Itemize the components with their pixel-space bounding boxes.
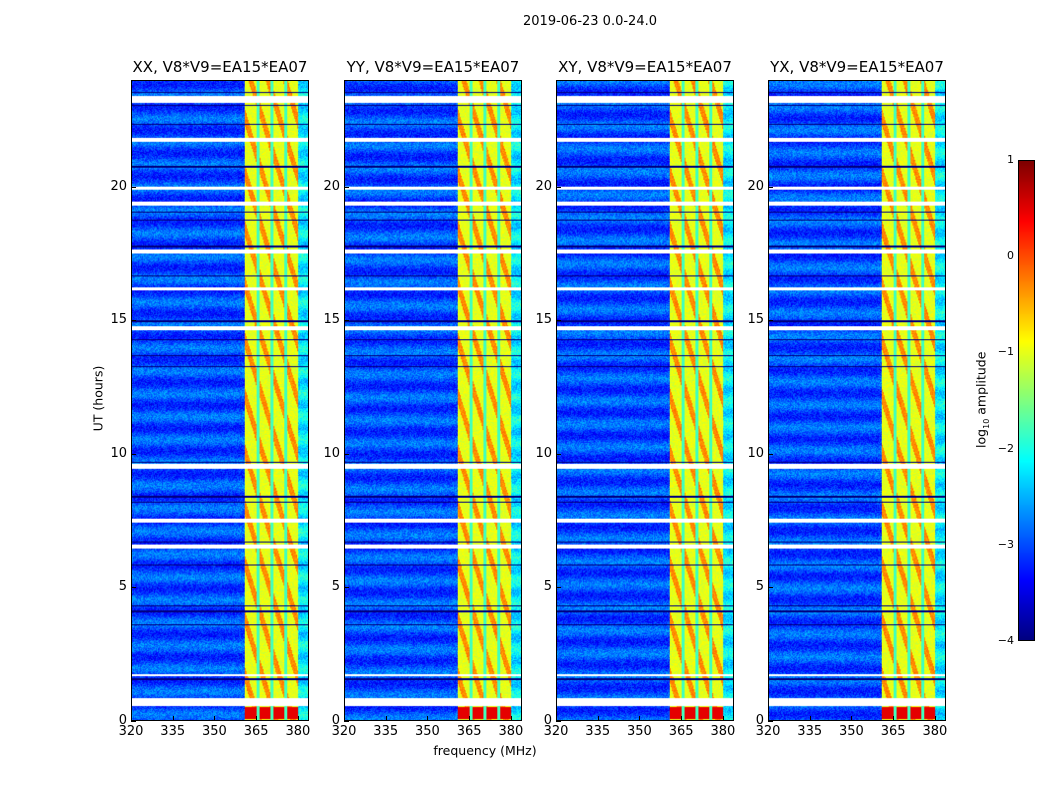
x-tick-label: 350 xyxy=(627,724,652,739)
y-tick-label: 5 xyxy=(543,579,552,595)
colorbar-tick-label: 0 xyxy=(1007,249,1014,263)
y-tick-label: 15 xyxy=(323,312,340,328)
y-tick-mark xyxy=(131,186,136,188)
y-tick-mark xyxy=(131,453,136,455)
y-tick-label: 5 xyxy=(331,579,340,595)
x-tick-mark xyxy=(893,716,895,721)
x-tick-label: 365 xyxy=(456,724,482,739)
y-tick-label: 10 xyxy=(110,445,127,461)
y-tick-mark xyxy=(344,721,349,722)
y-axis-label: UT (hours) xyxy=(90,365,106,432)
x-tick-label: 365 xyxy=(668,724,694,739)
y-tick-mark xyxy=(556,721,561,722)
y-tick-label: 10 xyxy=(323,445,340,461)
chart-title: 2019-06-23 0.0-24.0 xyxy=(523,14,657,29)
panel-title: YY, V8*V9=EA15*EA07 xyxy=(346,58,520,76)
x-tick-label: 335 xyxy=(797,724,823,739)
x-tick-label: 320 xyxy=(755,724,781,739)
y-tick-mark xyxy=(344,453,349,455)
x-tick-mark xyxy=(510,716,512,721)
x-tick-label: 320 xyxy=(118,724,144,739)
y-tick-mark xyxy=(131,320,136,322)
x-tick-mark xyxy=(681,716,683,721)
x-tick-label: 350 xyxy=(202,724,227,739)
y-tick-label: 20 xyxy=(323,178,340,194)
x-tick-mark xyxy=(851,716,853,721)
y-tick-label: 15 xyxy=(535,312,552,328)
y-tick-mark xyxy=(768,186,773,188)
x-tick-label: 380 xyxy=(498,724,524,739)
y-tick-label: 5 xyxy=(118,579,127,595)
x-tick-label: 380 xyxy=(285,724,311,739)
y-tick-mark xyxy=(344,320,349,322)
x-tick-mark xyxy=(344,716,345,721)
x-tick-mark xyxy=(214,716,216,721)
x-tick-label: 335 xyxy=(160,724,186,739)
x-tick-mark xyxy=(934,716,936,721)
y-tick-mark xyxy=(131,721,136,722)
x-tick-mark xyxy=(427,716,429,721)
y-tick-mark xyxy=(344,587,349,589)
y-tick-label: 5 xyxy=(755,579,764,595)
y-tick-mark xyxy=(344,186,349,188)
x-tick-mark xyxy=(556,716,557,721)
y-tick-label: 0 xyxy=(543,713,552,728)
x-tick-mark xyxy=(385,716,387,721)
y-tick-label: 20 xyxy=(747,178,764,194)
x-tick-mark xyxy=(722,716,724,721)
x-tick-label: 365 xyxy=(243,724,269,739)
y-tick-label: 0 xyxy=(118,713,127,728)
y-tick-mark xyxy=(768,721,773,722)
heatmap-panel xyxy=(556,80,734,721)
x-tick-label: 320 xyxy=(543,724,569,739)
x-axis-label: frequency (MHz) xyxy=(433,743,537,758)
heatmap-panel xyxy=(768,80,946,721)
y-tick-mark xyxy=(768,453,773,455)
colorbar xyxy=(1018,160,1035,641)
panel-title: XY, V8*V9=EA15*EA07 xyxy=(558,58,732,76)
x-tick-label: 320 xyxy=(331,724,357,739)
y-tick-mark xyxy=(131,587,136,589)
x-tick-label: 365 xyxy=(880,724,906,739)
panel-title: XX, V8*V9=EA15*EA07 xyxy=(132,58,308,76)
panel-title: YX, V8*V9=EA15*EA07 xyxy=(770,58,944,76)
x-tick-mark xyxy=(297,716,299,721)
colorbar-tick-label: −4 xyxy=(997,634,1014,647)
x-tick-label: 380 xyxy=(922,724,948,739)
x-tick-mark xyxy=(809,716,811,721)
x-tick-mark xyxy=(597,716,599,721)
y-tick-mark xyxy=(556,186,561,188)
x-tick-label: 335 xyxy=(373,724,399,739)
x-tick-mark xyxy=(639,716,641,721)
heatmap-panel xyxy=(131,80,309,721)
x-tick-mark xyxy=(172,716,174,721)
colorbar-tick-label: −1 xyxy=(997,345,1014,359)
y-tick-mark xyxy=(556,453,561,455)
y-tick-mark xyxy=(556,587,561,589)
y-tick-label: 0 xyxy=(755,713,764,728)
y-tick-label: 10 xyxy=(747,445,764,461)
x-tick-label: 335 xyxy=(585,724,611,739)
x-tick-mark xyxy=(469,716,471,721)
colorbar-tick-label: −3 xyxy=(997,537,1014,551)
colorbar-tick-label: 1 xyxy=(1007,153,1014,166)
x-tick-mark xyxy=(256,716,258,721)
x-tick-mark xyxy=(768,716,769,721)
y-tick-label: 15 xyxy=(747,312,764,328)
y-tick-label: 0 xyxy=(331,713,340,728)
x-tick-label: 350 xyxy=(839,724,864,739)
y-tick-mark xyxy=(768,587,773,589)
y-tick-label: 10 xyxy=(535,445,552,461)
colorbar-label: log10 amplitude xyxy=(973,351,991,448)
y-tick-label: 20 xyxy=(535,178,552,194)
y-tick-mark xyxy=(768,320,773,322)
x-tick-mark xyxy=(131,716,132,721)
y-tick-label: 15 xyxy=(110,312,127,328)
heatmap-panel xyxy=(344,80,522,721)
x-tick-label: 380 xyxy=(710,724,736,739)
colorbar-tick-label: −2 xyxy=(997,441,1014,455)
x-tick-label: 350 xyxy=(415,724,440,739)
y-tick-label: 20 xyxy=(110,178,127,194)
y-tick-mark xyxy=(556,320,561,322)
